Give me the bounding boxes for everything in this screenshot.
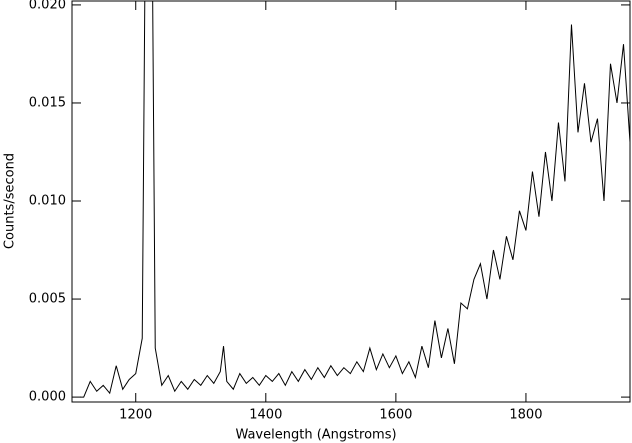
spectrum-line (80, 1, 630, 398)
x-tick-label: 1600 (379, 408, 412, 423)
y-tick-label: 0.015 (29, 95, 66, 110)
y-tick-label: 0.020 (29, 0, 66, 12)
x-axis-label: Wavelength (Angstroms) (235, 428, 396, 443)
plot-frame (71, 0, 631, 403)
y-axis-label: Counts/second (3, 153, 18, 249)
x-tick-label: 1400 (249, 408, 282, 423)
y-tick-label: 0.000 (29, 390, 66, 405)
y-tick-label: 0.005 (29, 292, 66, 307)
x-tick-label: 1800 (509, 408, 542, 423)
x-tick-label: 1200 (119, 408, 152, 423)
y-tick-label: 0.010 (29, 194, 66, 209)
